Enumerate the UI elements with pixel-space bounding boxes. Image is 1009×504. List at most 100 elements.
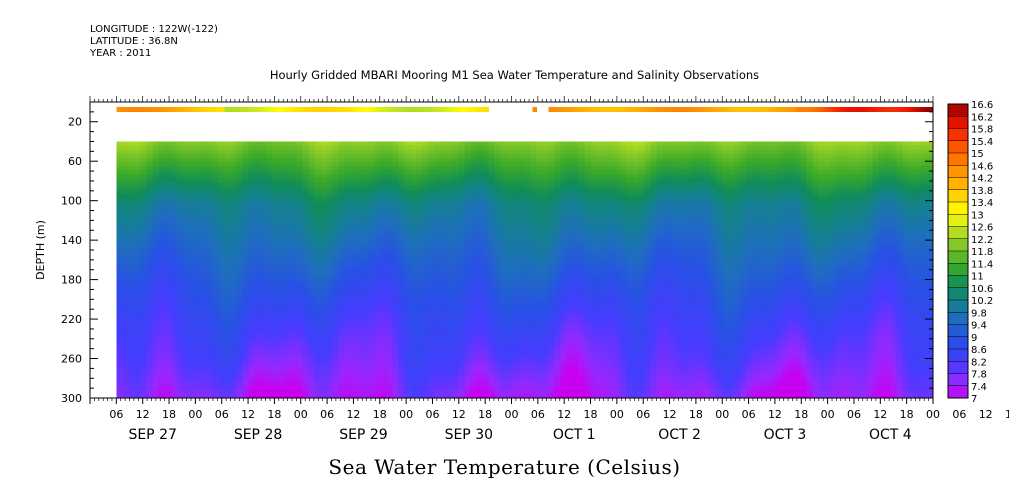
heatmap-cell — [344, 261, 351, 266]
heatmap-cell — [278, 261, 285, 266]
heatmap-cell — [308, 285, 315, 290]
heatmap-cell — [248, 225, 255, 230]
heatmap-cell — [140, 369, 147, 374]
heatmap-cell — [218, 189, 225, 194]
heatmap-cell — [482, 305, 489, 310]
heatmap-cell — [530, 297, 537, 302]
heatmap-cell — [164, 345, 171, 350]
heatmap-cell — [266, 213, 273, 218]
heatmap-cell — [290, 381, 297, 386]
heatmap-cell — [428, 217, 435, 222]
heatmap-cell — [176, 309, 183, 314]
heatmap-cell — [260, 373, 267, 378]
heatmap-cell — [380, 329, 387, 334]
heatmap-cell — [506, 277, 513, 282]
heatmap-cell — [116, 237, 123, 242]
heatmap-cell — [440, 281, 447, 286]
heatmap-cell — [236, 221, 243, 226]
heatmap-cell — [362, 321, 369, 326]
heatmap-cell — [506, 341, 513, 346]
heatmap-cell — [140, 373, 147, 378]
heatmap-cell — [362, 209, 369, 214]
heatmap-cell — [356, 265, 363, 270]
heatmap-cell — [332, 253, 339, 258]
heatmap-cell — [242, 329, 249, 334]
heatmap-cell — [572, 281, 579, 286]
heatmap-cell — [512, 301, 519, 306]
heatmap-cell — [500, 181, 507, 186]
heatmap-cell — [404, 201, 411, 206]
heatmap-cell — [128, 313, 135, 318]
heatmap-cell — [470, 277, 477, 282]
heatmap-cell — [296, 389, 303, 394]
heatmap-cell — [152, 257, 159, 262]
heatmap-cell — [206, 213, 213, 218]
heatmap-cell — [542, 261, 549, 266]
heatmap-cell — [464, 141, 471, 146]
heatmap-cell — [254, 141, 261, 146]
heatmap-cell — [158, 389, 165, 394]
heatmap-cell — [542, 337, 549, 342]
heatmap-cell — [362, 201, 369, 206]
heatmap-cell — [356, 297, 363, 302]
heatmap-cell — [308, 265, 315, 270]
heatmap-cell — [272, 277, 279, 282]
heatmap-cell — [116, 177, 123, 182]
heatmap-cell — [470, 313, 477, 318]
heatmap-cell — [512, 213, 519, 218]
heatmap-cell — [452, 245, 459, 250]
heatmap-cell — [554, 265, 561, 270]
heatmap-cell — [452, 213, 459, 218]
heatmap-cell — [506, 393, 513, 398]
heatmap-cell — [464, 365, 471, 370]
heatmap-cell — [176, 285, 183, 290]
heatmap-cell — [278, 297, 285, 302]
heatmap-cell — [374, 329, 381, 334]
heatmap-cell — [248, 145, 255, 150]
heatmap-cell — [206, 325, 213, 330]
heatmap-cell — [146, 385, 153, 390]
heatmap-cell — [518, 265, 525, 270]
heatmap-cell — [206, 245, 213, 250]
heatmap-cell — [158, 217, 165, 222]
heatmap-cell — [488, 165, 495, 170]
heatmap-cell — [116, 333, 123, 338]
heatmap-cell — [518, 317, 525, 322]
heatmap-cell — [134, 309, 141, 314]
heatmap-cell — [254, 173, 261, 178]
heatmap-cell — [230, 377, 237, 382]
heatmap-cell — [314, 301, 321, 306]
heatmap-cell — [512, 349, 519, 354]
heatmap-cell — [380, 221, 387, 226]
heatmap-cell — [146, 245, 153, 250]
heatmap-cell — [362, 181, 369, 186]
heatmap-cell — [302, 153, 309, 158]
heatmap-cell — [530, 221, 537, 226]
heatmap-cell — [422, 381, 429, 386]
heatmap-cell — [446, 257, 453, 262]
heatmap-cell — [554, 197, 561, 202]
heatmap-cell — [182, 253, 189, 258]
heatmap-cell — [476, 305, 483, 310]
heatmap-cell — [362, 361, 369, 366]
heatmap-cell — [572, 201, 579, 206]
heatmap-cell — [344, 145, 351, 150]
heatmap-cell — [140, 149, 147, 154]
heatmap-cell — [446, 309, 453, 314]
heatmap-cell — [242, 161, 249, 166]
heatmap-cell — [308, 365, 315, 370]
heatmap-cell — [122, 161, 129, 166]
heatmap-cell — [152, 185, 159, 190]
heatmap-cell — [296, 221, 303, 226]
heatmap-cell — [182, 317, 189, 322]
heatmap-cell — [452, 233, 459, 238]
heatmap-cell — [308, 253, 315, 258]
heatmap-cell — [506, 329, 513, 334]
heatmap-cell — [368, 145, 375, 150]
heatmap-cell — [140, 325, 147, 330]
heatmap-cell — [224, 189, 231, 194]
heatmap-cell — [560, 173, 567, 178]
heatmap-cell — [152, 337, 159, 342]
heatmap-cell — [512, 313, 519, 318]
heatmap-cell — [500, 177, 507, 182]
